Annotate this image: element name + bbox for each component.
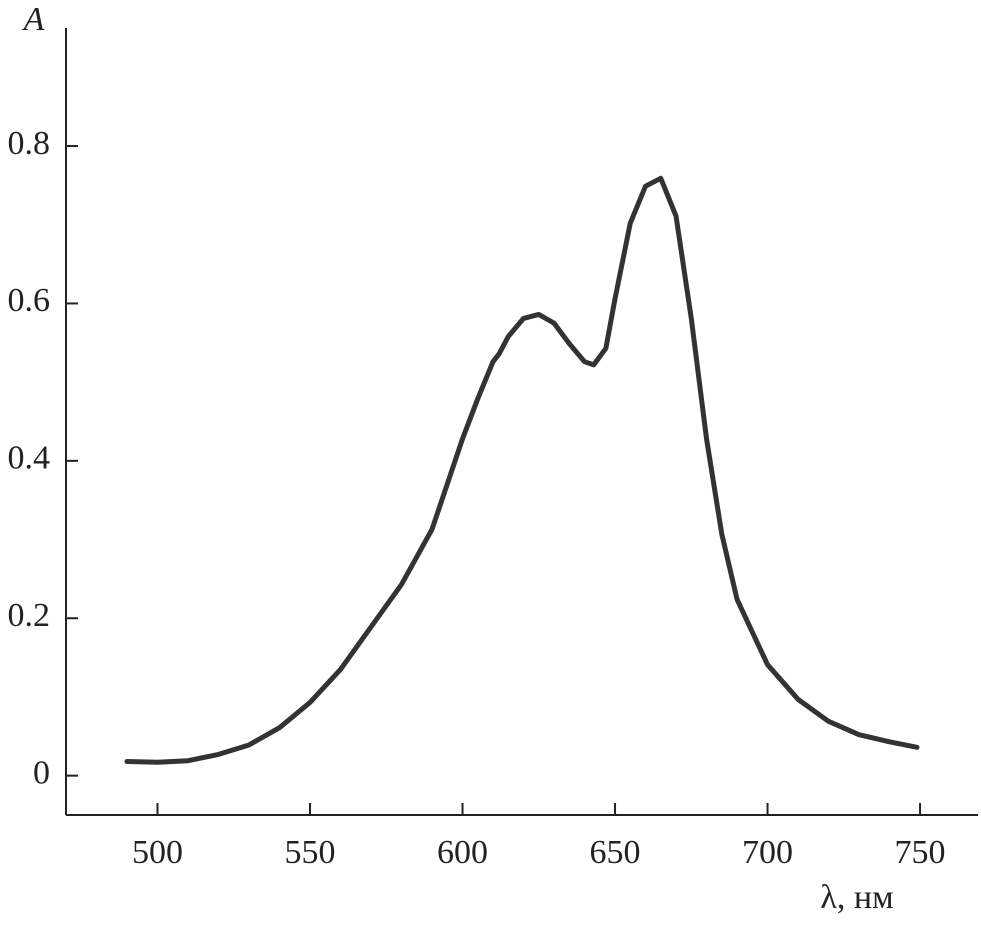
x-tick-label: 650 bbox=[590, 834, 641, 871]
x-tick-label: 500 bbox=[132, 834, 183, 871]
y-tick-label: 0.4 bbox=[8, 440, 51, 477]
y-tick-label: 0.6 bbox=[8, 282, 51, 319]
x-tick-label: 700 bbox=[742, 834, 793, 871]
x-tick-label: 750 bbox=[895, 834, 946, 871]
y-tick-label: 0.2 bbox=[8, 597, 51, 634]
y-axis-label: A bbox=[22, 1, 45, 38]
y-tick-label: 0 bbox=[33, 754, 50, 791]
x-tick-label: 550 bbox=[285, 834, 336, 871]
x-tick-label: 600 bbox=[437, 834, 488, 871]
x-axis-label: λ, нм bbox=[820, 879, 893, 916]
y-tick-label: 0.8 bbox=[8, 125, 51, 162]
data-line bbox=[124, 175, 920, 765]
